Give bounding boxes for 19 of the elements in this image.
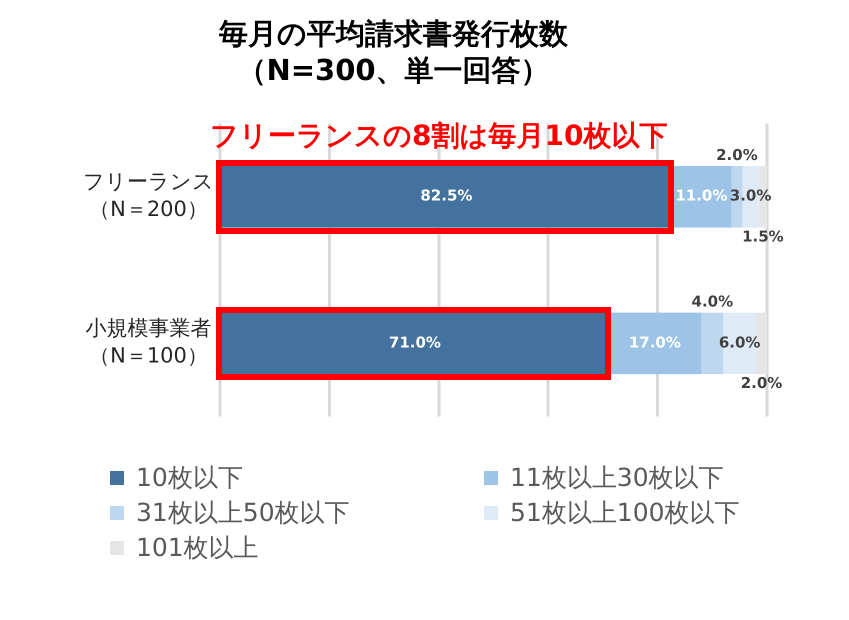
legend-label: 101枚以上 [136, 533, 259, 563]
data-label: 82.5% [420, 186, 472, 205]
y-tick-label: フリーランス（N＝200） [83, 170, 214, 221]
legend-label: 51枚以上100枚以下 [510, 498, 740, 528]
data-label: 2.0% [740, 374, 782, 392]
data-label: 2.0% [716, 146, 758, 164]
data-label: 71.0% [388, 333, 441, 352]
data-label: 3.0% [730, 186, 772, 205]
chart-title: 毎月の平均請求書発行枚数（N=300、単一回答） [218, 16, 569, 87]
data-label: 17.0% [628, 333, 681, 352]
legend-label: 10枚以下 [136, 463, 243, 493]
data-label: 1.5% [742, 227, 784, 246]
data-label: 6.0% [718, 333, 760, 352]
data-label: 11.0% [675, 186, 728, 205]
legend-label: 31枚以上50枚以下 [136, 498, 350, 528]
y-tick-label: 小規模事業者（N＝100） [86, 316, 212, 368]
annotation: フリーランスの8割は毎月10枚以下 [210, 118, 668, 152]
data-label: 4.0% [691, 292, 734, 311]
legend-label: 11枚以上30枚以下 [510, 463, 724, 493]
